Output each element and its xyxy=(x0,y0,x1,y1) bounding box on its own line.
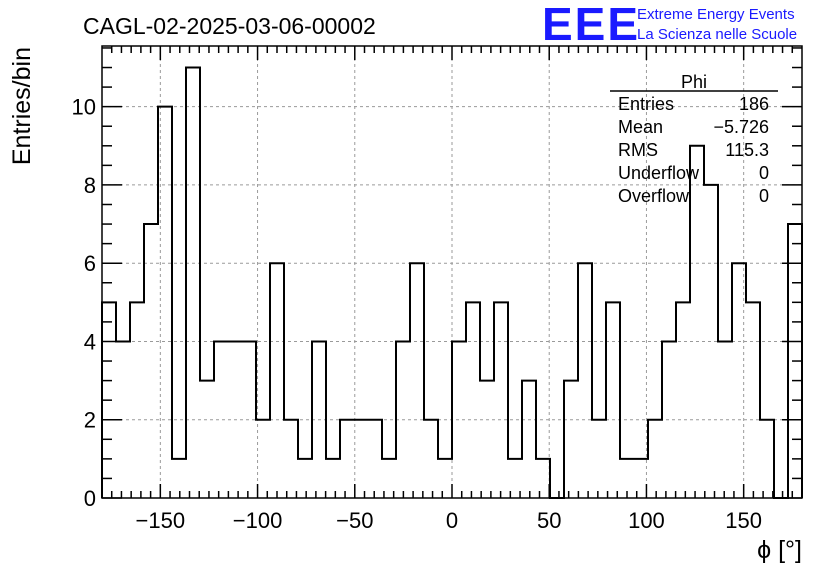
chart-title: CAGL-02-2025-03-06-00002 xyxy=(83,13,376,39)
stats-value: 186 xyxy=(739,94,769,114)
y-tick-label: 4 xyxy=(84,329,96,354)
histogram-bin xyxy=(466,302,480,498)
histogram-bin xyxy=(130,302,144,498)
histogram-bin xyxy=(368,420,382,498)
histogram-bin xyxy=(144,224,158,498)
stats-value: 0 xyxy=(759,186,769,206)
histogram-bin xyxy=(480,381,494,498)
histogram-bin xyxy=(270,263,284,498)
histogram-bin xyxy=(746,302,760,498)
histogram-bin xyxy=(522,381,536,498)
y-axis-title: Entries/bin xyxy=(8,47,36,165)
histogram-bin xyxy=(312,341,326,498)
x-axis-title: ϕ [°] xyxy=(757,536,802,564)
histogram-bin xyxy=(396,341,410,498)
histogram-bin xyxy=(158,107,172,498)
logo-line-1: Extreme Energy Events xyxy=(637,6,795,23)
histogram-bin xyxy=(732,263,746,498)
y-tick-label: 8 xyxy=(84,173,96,198)
histogram-bin xyxy=(438,459,452,498)
stats-label: Overflow xyxy=(618,186,690,206)
histogram-bin xyxy=(704,185,718,498)
histogram-bin xyxy=(172,459,186,498)
histogram-bin xyxy=(662,341,676,498)
histogram-outline xyxy=(101,66,803,499)
stats-label: Entries xyxy=(618,94,674,114)
histogram-bin xyxy=(676,302,690,498)
axis-ticks xyxy=(102,46,802,499)
x-tick-label: −50 xyxy=(336,508,373,533)
stats-rows: Entries 186 Mean −5.726 RMS 115.3 Underflow 0 Ov… xyxy=(618,94,769,206)
histogram-series xyxy=(101,66,803,499)
stats-label: Underflow xyxy=(618,163,700,183)
y-tick-label: 6 xyxy=(84,251,96,276)
y-tick-label: 0 xyxy=(84,486,96,511)
eee-logo: EEE Extreme Energy Events La Scienza nel… xyxy=(542,0,797,50)
y-tick-labels: 0 2 4 6 8 10 xyxy=(72,95,96,511)
histogram-bin xyxy=(242,341,256,498)
x-tick-label: −100 xyxy=(233,508,283,533)
y-tick-label: 2 xyxy=(84,408,96,433)
y-tick-label: 10 xyxy=(72,95,96,120)
x-tick-label: 0 xyxy=(446,508,458,533)
histogram-bin xyxy=(354,420,368,498)
histogram-bin xyxy=(564,381,578,498)
histogram-bin xyxy=(494,302,508,498)
stats-box: Phi Entries 186 Mean −5.726 RMS 115.3 Underflo… xyxy=(610,72,778,206)
histogram-bin xyxy=(592,420,606,498)
histogram-bin xyxy=(340,420,354,498)
stats-label: RMS xyxy=(618,140,658,160)
histogram-bin xyxy=(648,420,662,498)
histogram-bin xyxy=(536,459,550,498)
logo-mark: EEE xyxy=(542,0,640,50)
histogram-bin xyxy=(452,341,466,498)
histogram-bin xyxy=(284,420,298,498)
histogram-bin xyxy=(186,68,200,498)
x-tick-labels: −150 −100 −50 0 50 100 150 xyxy=(136,508,762,533)
histogram-bin xyxy=(690,146,704,498)
histogram-bin xyxy=(200,381,214,498)
histogram-bin xyxy=(606,302,620,498)
histogram-bin xyxy=(326,459,340,498)
histogram-bin xyxy=(760,420,774,498)
x-tick-label: 100 xyxy=(628,508,665,533)
logo-line-2: La Scienza nelle Scuole xyxy=(637,26,797,43)
histogram-bin xyxy=(298,459,312,498)
stats-value: 0 xyxy=(759,163,769,183)
histogram-bin xyxy=(228,341,242,498)
histogram-bin xyxy=(718,341,732,498)
stats-value: 115.3 xyxy=(725,140,769,160)
x-tick-label: −150 xyxy=(136,508,186,533)
x-tick-label: 50 xyxy=(537,508,561,533)
histogram-bin xyxy=(424,420,438,498)
stats-value: −5.726 xyxy=(713,117,769,137)
histogram-bin xyxy=(578,263,592,498)
histogram-bin xyxy=(214,341,228,498)
stats-title: Phi xyxy=(681,72,707,92)
stats-label: Mean xyxy=(618,117,663,137)
histogram-bin xyxy=(410,263,424,498)
x-tick-label: 150 xyxy=(725,508,762,533)
